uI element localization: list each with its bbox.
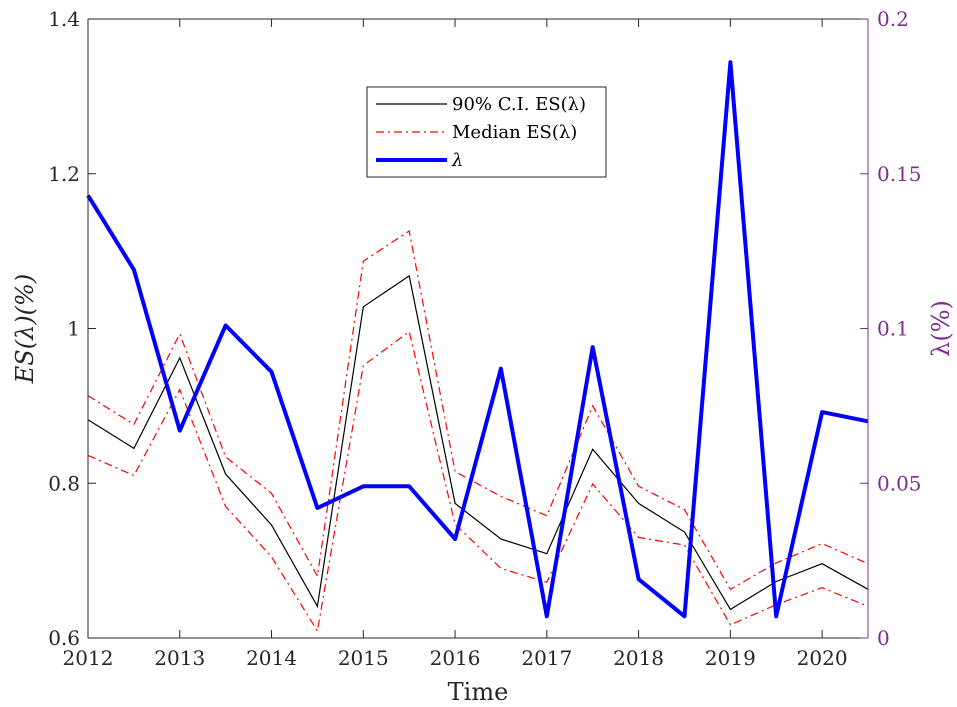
y-tick-label-left: 0.6	[48, 626, 80, 650]
y-tick-label-right: 0.2	[877, 7, 909, 31]
axes-layer: 2012 2013 2014 2015 2016 2017 2018 2019 2020 0.6 0…	[11, 7, 955, 706]
series-line-3	[86, 60, 869, 619]
x-tick-label: 2016	[430, 646, 481, 670]
legend: 90% C.I. ES(λ) Median ES(λ) λ	[366, 86, 607, 178]
y-tick-label-left: 0.8	[48, 471, 80, 495]
legend-label: λ	[451, 150, 463, 171]
x-tick-label: 2019	[705, 646, 756, 670]
x-tick-label: 2015	[338, 646, 389, 670]
x-tick-label: 2012	[63, 646, 114, 670]
y-axis-title-right: λ(%)	[927, 300, 955, 357]
x-tick-label: 2013	[154, 646, 205, 670]
y-tick-label-right: 0.05	[877, 471, 922, 495]
series-layer	[86, 60, 869, 633]
series-line-2	[87, 330, 869, 633]
x-tick-label: 2014	[246, 646, 297, 670]
y-tick-label-right: 0.15	[877, 162, 922, 186]
y-axis-title-left: ES(λ)(%)	[11, 274, 39, 384]
x-tick-label: 2018	[613, 646, 664, 670]
y-tick-label-left: 1.2	[48, 162, 80, 186]
y-tick-label-left: 1	[67, 317, 80, 341]
series-line-0	[87, 274, 869, 611]
y-tick-label-left: 1.4	[48, 7, 80, 31]
x-tick-label: 2017	[521, 646, 572, 670]
x-tick-label: 2020	[797, 646, 848, 670]
legend-label: Median ES(λ)	[452, 122, 577, 143]
y-tick-label-right: 0	[877, 626, 890, 650]
series-line-1	[87, 230, 869, 591]
x-axis-title: Time	[448, 678, 509, 706]
y-tick-label-right: 0.1	[877, 317, 909, 341]
legend-label: 90% C.I. ES(λ)	[452, 94, 586, 115]
